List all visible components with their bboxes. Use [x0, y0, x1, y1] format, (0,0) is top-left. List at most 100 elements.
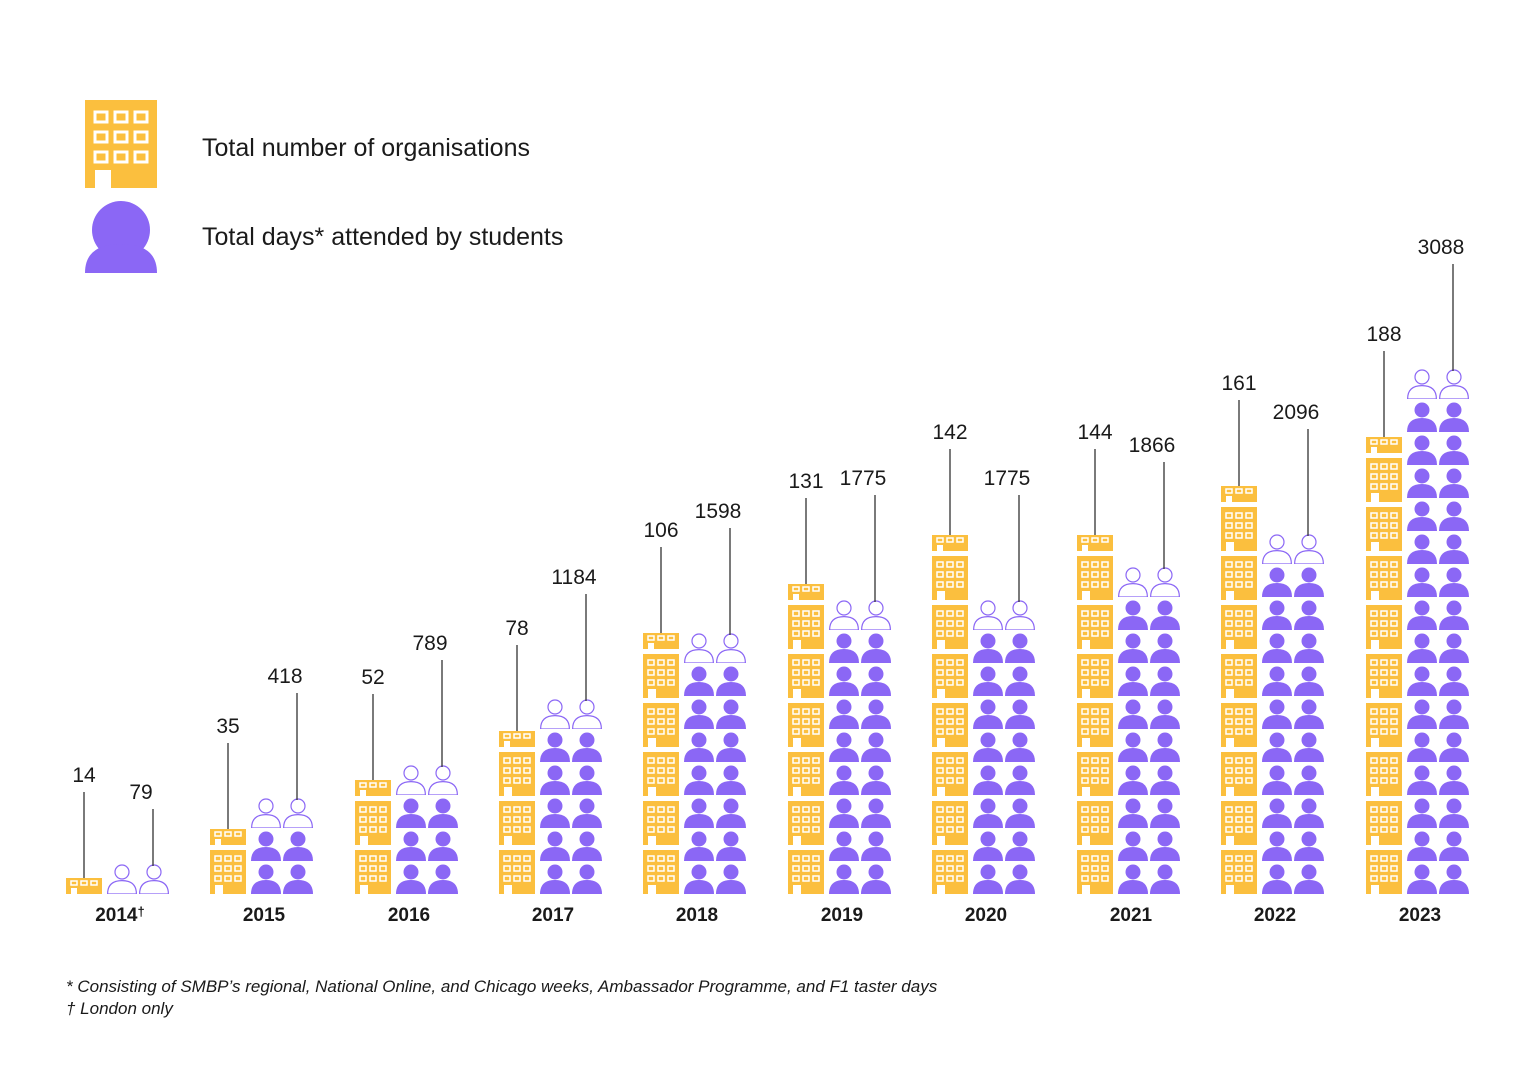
student-icon-2022-0b [1294, 864, 1324, 894]
student-value-label-2021: 1866 [1129, 434, 1176, 457]
student-icon-2020-2b [1005, 798, 1035, 828]
org-icon-partial-2019 [788, 584, 824, 600]
student-icon-2021-3b [1150, 765, 1180, 795]
student-icon-2020-6b [1005, 666, 1035, 696]
org-icon-2022-2 [1221, 752, 1257, 796]
student-icon-2023-14b [1439, 402, 1469, 432]
org-value-label-2016: 52 [361, 666, 384, 689]
org-icon-2023-7 [1366, 507, 1402, 551]
student-icon-2021-5a [1118, 699, 1148, 729]
org-icon-2020-3 [932, 703, 968, 747]
student-icon-2022-2b [1294, 798, 1324, 828]
student-icon-2020-0b [1005, 864, 1035, 894]
student-icon-2020-6a [973, 666, 1003, 696]
student-icon-2022-6b [1294, 666, 1324, 696]
org-icon-2023-8 [1366, 458, 1402, 502]
student-icon-2022-3b [1294, 765, 1324, 795]
student-icon-2019-2b [861, 798, 891, 828]
student-icon-2018-4a [684, 732, 714, 762]
student-icon-2023-12b [1439, 468, 1469, 498]
student-icon-2018-2b [716, 798, 746, 828]
year-label-2021: 2021 [1110, 905, 1153, 926]
student-icon-2023-1b [1439, 831, 1469, 861]
org-icon-2018-2 [643, 752, 679, 796]
student-icon-2023-6b [1439, 666, 1469, 696]
student-icon-2023-10a [1407, 534, 1437, 564]
org-icon-2018-4 [643, 654, 679, 698]
year-label-2022: 2022 [1254, 905, 1296, 926]
student-icon-2023-5a [1407, 699, 1437, 729]
org-value-label-2018: 106 [643, 519, 678, 542]
student-icon-2021-4a [1118, 732, 1148, 762]
student-icon-2020-5b [1005, 699, 1035, 729]
student-icon-2017-1b [572, 831, 602, 861]
student-icon-2023-9b [1439, 567, 1469, 597]
org-icon-2019-4 [788, 654, 824, 698]
student-icon-partial-outline-2017-1 [572, 699, 602, 729]
student-icon-2018-3a [684, 765, 714, 795]
student-icon-2022-0a [1262, 864, 1292, 894]
year-label-2016: 2016 [388, 905, 430, 926]
org-icon-partial-2015 [210, 829, 246, 845]
student-icon-2021-2a [1118, 798, 1148, 828]
student-icon-2023-2b [1439, 798, 1469, 828]
student-icon-2016-0a [396, 864, 426, 894]
org-icon-2021-6 [1077, 556, 1113, 600]
org-value-label-2022: 161 [1221, 372, 1256, 395]
org-icon-2021-4 [1077, 654, 1113, 698]
org-icon-2015-0 [210, 850, 246, 894]
student-icon-partial-outline-2015-1 [283, 798, 313, 828]
student-icon-2021-7a [1118, 633, 1148, 663]
footnote-asterisk: * Consisting of SMBP’s regional, Nationa… [66, 977, 938, 996]
student-icon-2019-6a [829, 666, 859, 696]
org-icon-2022-5 [1221, 605, 1257, 649]
student-icon-partial-outline-2022-0 [1262, 534, 1292, 564]
student-icon-2023-7a [1407, 633, 1437, 663]
org-icon-2020-1 [932, 801, 968, 845]
student-icon-2019-1b [861, 831, 891, 861]
org-value-label-2019: 131 [788, 470, 823, 493]
student-icon-2020-1b [1005, 831, 1035, 861]
student-icon-2023-2a [1407, 798, 1437, 828]
org-icon-2022-7 [1221, 507, 1257, 551]
student-icon-2018-1a [684, 831, 714, 861]
student-icon-partial-outline-2021-0 [1118, 567, 1148, 597]
student-icon-2019-7a [829, 633, 859, 663]
org-icon-partial-2014 [66, 878, 102, 894]
org-icon-2023-0 [1366, 850, 1402, 894]
org-icon-2019-2 [788, 752, 824, 796]
student-icon-2021-5b [1150, 699, 1180, 729]
student-value-label-2014: 79 [129, 781, 152, 804]
year-label-2014: 2014† [95, 904, 145, 926]
org-icon-2022-4 [1221, 654, 1257, 698]
student-icon-2021-0a [1118, 864, 1148, 894]
legend-organisations-label: Total number of organisations [202, 134, 530, 162]
student-icon-2019-7b [861, 633, 891, 663]
student-icon-2023-12a [1407, 468, 1437, 498]
student-icon-2022-5a [1262, 699, 1292, 729]
student-icon-2023-8b [1439, 600, 1469, 630]
student-icon-2016-1a [396, 831, 426, 861]
student-icon-partial-outline-2020-1 [1005, 600, 1035, 630]
student-icon-2020-5a [973, 699, 1003, 729]
org-icon-2023-1 [1366, 801, 1402, 845]
student-icon-partial-outline-2018-1 [716, 633, 746, 663]
org-icon-2020-5 [932, 605, 968, 649]
student-icon-2016-2b [428, 798, 458, 828]
student-icon-2019-0b [861, 864, 891, 894]
student-icon-2023-11b [1439, 501, 1469, 531]
org-icon-2018-1 [643, 801, 679, 845]
year-label-2017: 2017 [532, 905, 574, 926]
student-icon-2021-3a [1118, 765, 1148, 795]
org-icon-2023-6 [1366, 556, 1402, 600]
student-icon-partial-outline-2016-0 [396, 765, 426, 795]
student-icon-2019-6b [861, 666, 891, 696]
org-icon-2020-6 [932, 556, 968, 600]
org-icon-2020-4 [932, 654, 968, 698]
org-icon-2017-1 [499, 801, 535, 845]
student-icon-2023-5b [1439, 699, 1469, 729]
student-icon-2018-5b [716, 699, 746, 729]
student-icon-2023-1a [1407, 831, 1437, 861]
student-icon-2017-3b [572, 765, 602, 795]
